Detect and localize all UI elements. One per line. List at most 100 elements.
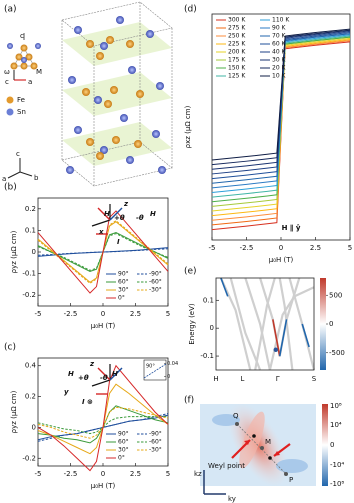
y-axis-label: ρyz (μΩ cm) bbox=[10, 230, 18, 273]
panel-label: (c) bbox=[4, 343, 16, 353]
inset-label: 90° bbox=[146, 364, 155, 370]
schematic-field bbox=[97, 207, 111, 221]
axis-label: a bbox=[28, 78, 32, 86]
band-lines bbox=[219, 277, 316, 371]
legend-label: 20 K bbox=[272, 65, 287, 72]
legend-label: 125 K bbox=[228, 73, 246, 80]
y-tick-label: -0.2 bbox=[22, 291, 36, 299]
y-tick-label: -0.2 bbox=[22, 454, 36, 462]
legend-label: 225 K bbox=[228, 41, 246, 48]
band-highlight bbox=[220, 277, 229, 297]
band-highlight bbox=[278, 319, 288, 357]
band-highlight bbox=[301, 323, 310, 348]
band bbox=[219, 277, 252, 371]
axis-label: kz bbox=[194, 470, 202, 478]
legend-label: -30° bbox=[149, 287, 162, 294]
x-tick-label: 0 bbox=[279, 244, 283, 252]
y-tick-label: 0 bbox=[32, 248, 36, 256]
schematic-field bbox=[97, 367, 111, 381]
annotation: +θ bbox=[78, 374, 89, 382]
legend-label: 300 K bbox=[228, 17, 246, 24]
y-axis-label: Energy (eV) bbox=[188, 303, 196, 345]
colorbar-label: 0 bbox=[330, 441, 334, 449]
symbol: M bbox=[36, 68, 42, 76]
panel-label: (f) bbox=[184, 396, 194, 406]
x-tick-label: 2.5 bbox=[130, 310, 141, 318]
legend-label: Fe bbox=[17, 96, 25, 104]
legend-label: 70 K bbox=[272, 33, 287, 40]
colorbar-label: 10⁸ bbox=[330, 402, 342, 410]
colorbar-tick-label: 500 bbox=[329, 291, 342, 299]
y-tick-label: 0 bbox=[210, 324, 214, 332]
schematic-axis bbox=[91, 379, 111, 387]
x-tick-label: Γ bbox=[276, 375, 280, 383]
series-line bbox=[37, 413, 169, 442]
inset-frame bbox=[143, 359, 167, 381]
x-tick-label: -2.5 bbox=[64, 310, 78, 318]
inset-tick-label: 0.04 bbox=[167, 361, 178, 367]
x-tick-label: L bbox=[241, 375, 245, 383]
legend-label: 110 K bbox=[272, 17, 290, 24]
legend-label: 275 K bbox=[228, 25, 246, 32]
panel-label: (e) bbox=[184, 267, 197, 277]
panel-label: (b) bbox=[4, 183, 17, 193]
x-tick-label: S bbox=[312, 375, 317, 383]
axis-label: b bbox=[34, 174, 39, 182]
x-tick-label: 0 bbox=[101, 470, 105, 478]
inset-tick-label: 0 bbox=[167, 374, 170, 380]
annotation: H bbox=[150, 210, 156, 218]
annotation: z bbox=[123, 200, 129, 208]
y-tick-label: 0.4 bbox=[25, 362, 37, 370]
legend-label: 90 K bbox=[272, 25, 287, 32]
y-axis-label: ρyz (μΩ cm) bbox=[10, 390, 18, 433]
band bbox=[254, 277, 276, 371]
y-tick-label: 0.2 bbox=[25, 393, 36, 401]
annotation: H bbox=[112, 370, 118, 378]
x-tick-label: -2.5 bbox=[64, 470, 78, 478]
band bbox=[229, 277, 262, 371]
y-tick-label: -0.1 bbox=[200, 352, 214, 360]
point-label: Q bbox=[233, 412, 239, 420]
x-axis-label: μ₀H (T) bbox=[269, 256, 294, 264]
colorbar-label: -10⁴ bbox=[330, 461, 344, 469]
y-tick-label: 0.1 bbox=[203, 296, 214, 304]
crystal-structure bbox=[7, 1, 173, 187]
x-tick-label: -5 bbox=[209, 244, 216, 252]
plot-frame bbox=[215, 277, 315, 371]
legend-label: 0° bbox=[118, 295, 125, 302]
y-tick-label: 0.2 bbox=[25, 205, 36, 213]
colorbar-tick-label: 0 bbox=[329, 320, 333, 328]
panel-label: (d) bbox=[184, 5, 197, 15]
series-line bbox=[37, 406, 169, 439]
symbol: ω bbox=[4, 68, 10, 76]
schematic-field bbox=[109, 207, 123, 221]
annotation: I ⊗ bbox=[82, 398, 93, 406]
colorbar-label: -10⁸ bbox=[330, 480, 344, 488]
legend-label: -90° bbox=[149, 431, 162, 438]
band bbox=[278, 277, 294, 371]
legend-label: 0° bbox=[118, 455, 125, 462]
x-axis-label: μ₀H (T) bbox=[91, 482, 116, 490]
x-tick-label: 2.5 bbox=[310, 244, 321, 252]
band-highlight bbox=[272, 319, 281, 357]
legend-label: 10 K bbox=[272, 73, 287, 80]
legend-label: 60 K bbox=[272, 41, 287, 48]
axis-label: c bbox=[5, 78, 9, 86]
legend-label: -60° bbox=[149, 439, 162, 446]
y-tick-label: -0.1 bbox=[22, 270, 36, 278]
weyl-node bbox=[273, 347, 278, 352]
x-tick-label: -5 bbox=[35, 310, 42, 318]
annotation: x bbox=[98, 228, 104, 236]
legend-label: 250 K bbox=[228, 33, 246, 40]
legend-label: 90° bbox=[118, 431, 129, 438]
legend-label: -30° bbox=[149, 447, 162, 454]
x-tick-label: 2.5 bbox=[130, 470, 141, 478]
band bbox=[268, 286, 315, 371]
legend-label: 30 K bbox=[272, 57, 287, 64]
legend-swatch bbox=[6, 96, 14, 104]
y-axis-label: ρxz (μΩ cm) bbox=[184, 105, 192, 148]
band bbox=[244, 277, 271, 371]
y-tick-label: 0 bbox=[32, 423, 36, 431]
panel-label: (a) bbox=[4, 5, 17, 15]
